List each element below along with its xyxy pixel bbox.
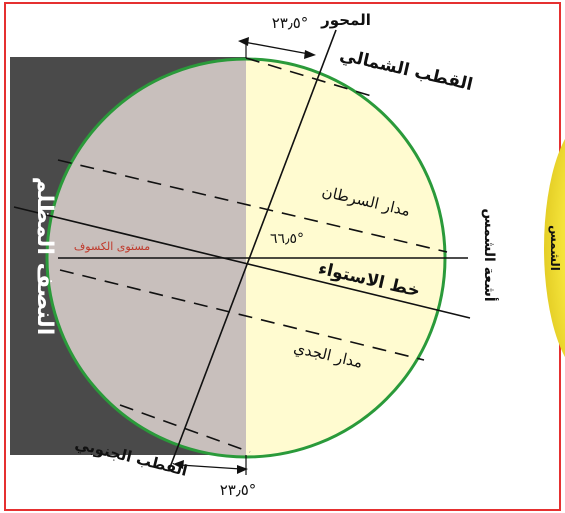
ecliptic-plane-label: مستوى الكسوف	[74, 240, 150, 253]
sun-rays-label: أشعة الشمس	[481, 208, 499, 301]
angle-center-label: ٦٦٫٥°	[270, 231, 304, 247]
axis-label: المحور	[320, 11, 371, 29]
equator-line	[13, 206, 471, 319]
tilt-arrow-bottom	[173, 460, 248, 474]
north-pole-label: القطب الشمالي	[338, 45, 475, 95]
tropic-cancer-line	[57, 159, 448, 253]
tilt-bottom-label: ٢٣٫٥°	[220, 481, 257, 499]
sun-label: الشمس	[548, 225, 562, 271]
sun-shape	[544, 138, 565, 358]
tilt-arrow-top	[238, 37, 316, 59]
antarctic-circle-line	[119, 404, 251, 453]
tilt-top-label: ٢٣٫٥°	[272, 14, 309, 32]
tropic-capricorn-line	[59, 269, 425, 361]
dark-half-label: النصف المظلم	[32, 177, 57, 336]
globe-day-side	[246, 59, 445, 457]
earth-axis	[168, 29, 337, 471]
